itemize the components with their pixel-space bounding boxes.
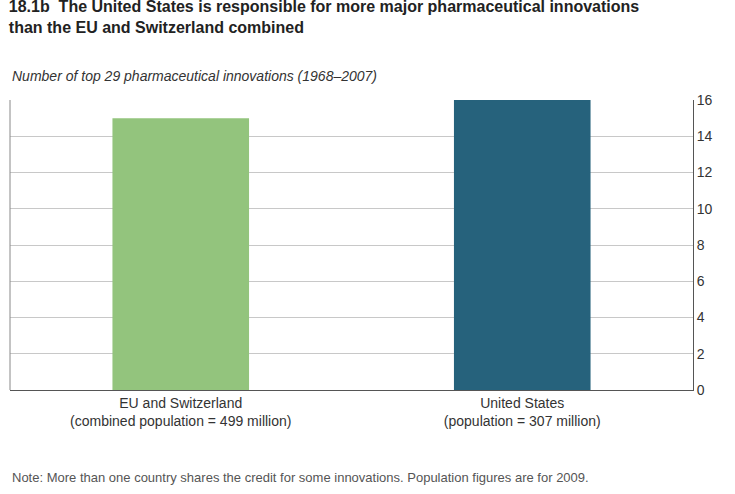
svg-text:Number of top 29 pharmaceutica: Number of top 29 pharmaceutical innovati… <box>12 68 377 84</box>
svg-text:8: 8 <box>697 237 705 253</box>
svg-text:18.1b The United States is re: 18.1b The United States is responsible f… <box>9 0 639 36</box>
svg-text:14: 14 <box>697 128 713 144</box>
svg-text:Note: More than one country sh: Note: More than one country shares the c… <box>12 470 589 485</box>
svg-text:16: 16 <box>697 92 713 108</box>
svg-text:0: 0 <box>697 382 705 398</box>
svg-text:4: 4 <box>697 309 705 325</box>
svg-text:12: 12 <box>697 164 713 180</box>
svg-text:10: 10 <box>697 201 713 217</box>
svg-text:2: 2 <box>697 346 705 362</box>
svg-text:EU and Switzerland(combined po: EU and Switzerland(combined population =… <box>70 395 291 429</box>
svg-text:6: 6 <box>697 273 705 289</box>
svg-text:United States(population = 307: United States(population = 307 million) <box>444 395 601 429</box>
